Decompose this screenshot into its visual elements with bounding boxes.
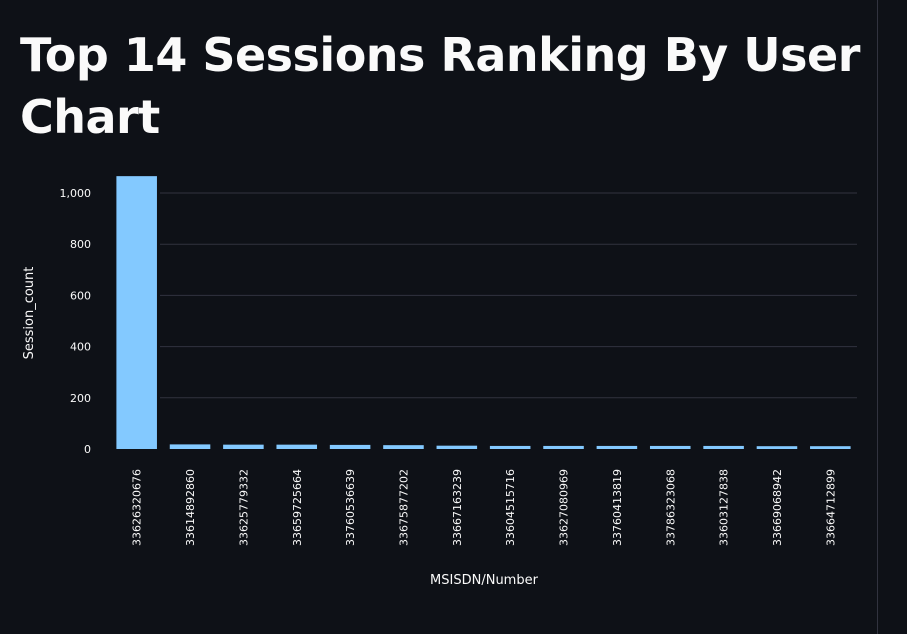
page-title: Top 14 Sessions Ranking By User Chart — [20, 28, 860, 144]
x-tick-label: 33669068942 — [771, 469, 784, 546]
x-tick-label: 33603127838 — [718, 469, 731, 546]
bar-33669068942[interactable] — [756, 446, 798, 449]
y-axis-title: Session_count — [22, 267, 37, 360]
y-tick-label: 600 — [70, 289, 91, 302]
bar-33659725664[interactable] — [276, 444, 318, 449]
bar-33667163239[interactable] — [436, 445, 478, 449]
bar-33603127838[interactable] — [703, 445, 744, 449]
y-tick-label: 200 — [70, 392, 91, 405]
bar-33614892860[interactable] — [169, 444, 211, 449]
bar-33627080969[interactable] — [543, 445, 584, 449]
x-tick-label: 33659725664 — [291, 469, 304, 546]
x-tick-label: 33664712899 — [824, 469, 837, 546]
bar-33786323068[interactable] — [649, 445, 691, 449]
bar-33626320676[interactable] — [116, 176, 157, 449]
x-tick-label: 33667163239 — [451, 469, 464, 546]
y-tick-label: 400 — [70, 341, 91, 354]
x-tick-label: 33614892860 — [184, 469, 197, 546]
x-axis-title: MSISDN/Number — [430, 573, 539, 588]
x-tick-label: 33627080969 — [558, 469, 571, 546]
x-tick-label: 33760536639 — [344, 469, 357, 546]
bar-33604515716[interactable] — [489, 445, 531, 449]
x-tick-label: 33760413819 — [611, 469, 624, 546]
y-tick-label: 800 — [70, 238, 91, 251]
x-axis-ticks: 33626320676 33614892860 33625779332 3365972… — [131, 469, 838, 546]
x-tick-label: 33675877202 — [397, 469, 410, 546]
grid-lines — [160, 192, 857, 399]
y-tick-label: 0 — [84, 443, 91, 456]
bar-33760536639[interactable] — [329, 444, 371, 449]
y-tick-label: 1,000 — [60, 187, 92, 200]
x-tick-label: 33626320676 — [131, 469, 144, 546]
bar-33760413819[interactable] — [596, 445, 638, 449]
bar-33625779332[interactable] — [223, 444, 264, 449]
x-tick-label: 33625779332 — [237, 469, 250, 546]
bars — [116, 176, 851, 449]
x-tick-label: 33604515716 — [504, 469, 517, 546]
x-tick-label: 33786323068 — [664, 469, 677, 546]
bar-33675877202[interactable] — [383, 445, 424, 449]
y-axis-ticks: 0 200 400 600 800 1,000 — [60, 187, 92, 456]
bar-33664712899[interactable] — [810, 446, 851, 449]
sidebar-divider — [877, 0, 878, 634]
